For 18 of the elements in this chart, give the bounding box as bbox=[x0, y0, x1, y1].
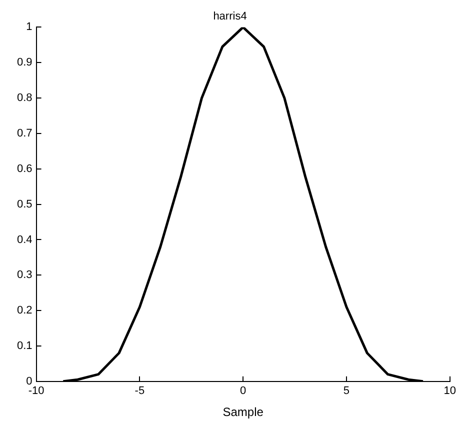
y-tick-label: 0.9 bbox=[16, 56, 32, 69]
x-tick-label: 5 bbox=[343, 385, 350, 398]
y-tick-label: 0.5 bbox=[16, 198, 32, 210]
y-tick-label: 0 bbox=[26, 375, 32, 388]
x-tick-label: -5 bbox=[134, 385, 145, 398]
y-tick-label: 0.3 bbox=[16, 269, 32, 282]
y-tick-label: 0.4 bbox=[16, 234, 32, 246]
y-tick-label: 0.2 bbox=[16, 304, 32, 317]
x-tick-label: -10 bbox=[28, 385, 44, 398]
x-tick-label: 10 bbox=[444, 385, 456, 398]
y-tick-label: 0.6 bbox=[16, 162, 32, 175]
chart-title: harris4 bbox=[213, 10, 247, 23]
x-tick-label: 0 bbox=[240, 385, 246, 398]
y-tick-label: 1 bbox=[26, 21, 32, 34]
y-tick-label: 0.1 bbox=[16, 340, 32, 352]
y-tick-label: 0.7 bbox=[16, 127, 32, 140]
x-axis-title: Sample bbox=[222, 405, 264, 420]
y-tick-label: 0.8 bbox=[16, 92, 32, 104]
